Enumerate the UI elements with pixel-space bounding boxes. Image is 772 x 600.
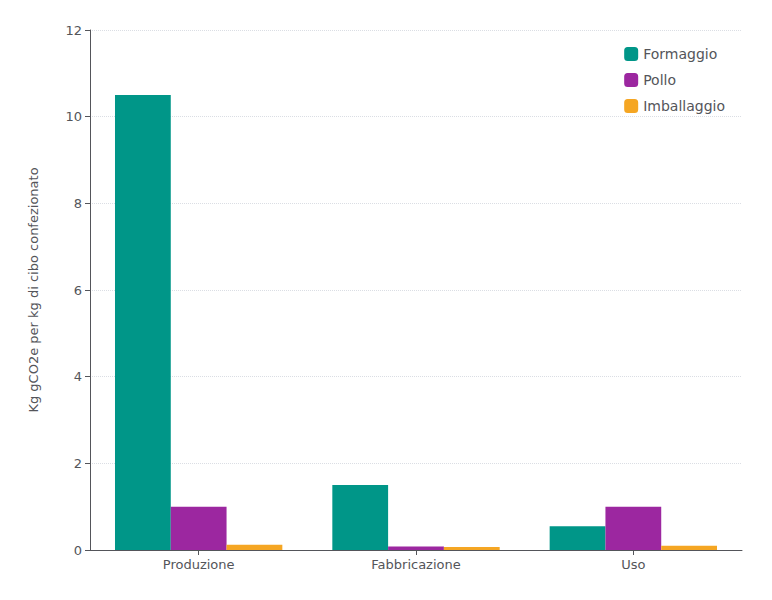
svg-text:2: 2 xyxy=(74,456,82,471)
svg-text:12: 12 xyxy=(65,23,82,38)
svg-text:8: 8 xyxy=(74,196,82,211)
svg-text:Produzione: Produzione xyxy=(163,557,235,572)
svg-text:Imballaggio: Imballaggio xyxy=(643,98,725,114)
svg-text:Fabbricazione: Fabbricazione xyxy=(371,557,460,572)
svg-text:Kg gCO2e per kg di cibo confez: Kg gCO2e per kg di cibo confezionato xyxy=(26,167,41,412)
svg-text:4: 4 xyxy=(74,369,82,384)
svg-text:6: 6 xyxy=(74,283,82,298)
svg-text:0: 0 xyxy=(74,543,82,558)
svg-text:Formaggio: Formaggio xyxy=(643,46,717,62)
svg-text:Pollo: Pollo xyxy=(643,72,676,88)
svg-text:10: 10 xyxy=(65,109,82,124)
svg-text:Uso: Uso xyxy=(621,557,645,572)
